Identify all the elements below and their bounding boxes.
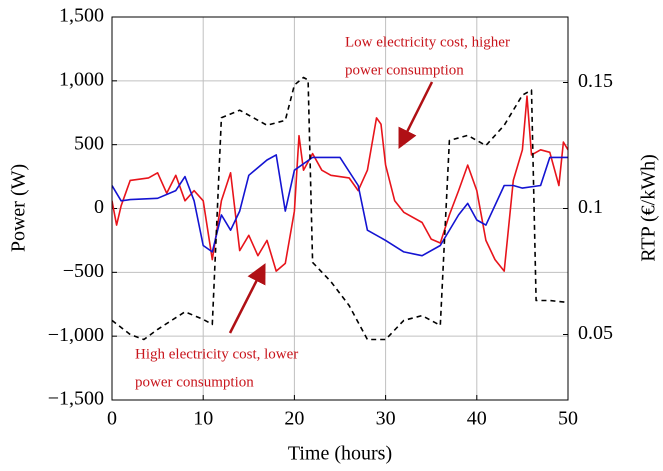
y-tick-label: 500 xyxy=(74,132,104,154)
plot-area xyxy=(112,76,568,341)
annotation-arrow xyxy=(228,263,266,334)
plot-frame xyxy=(111,16,569,401)
annotation-text: power consumption xyxy=(135,374,254,390)
y-tick-label: −1,000 xyxy=(48,324,104,346)
x-tick-label: 30 xyxy=(376,408,396,430)
y-tick-label: 1,500 xyxy=(59,5,104,27)
x-axis-label: Time (hours) xyxy=(288,443,392,465)
x-tick-label: 10 xyxy=(193,408,213,430)
y-tick-label: −500 xyxy=(63,260,104,282)
y2-axis-label: RTP (€/kWh) xyxy=(638,154,660,262)
data-line xyxy=(112,154,568,257)
y-tick-label: 1,000 xyxy=(59,68,104,90)
x-tick-label: 0 xyxy=(107,408,117,430)
annotation-text: High electricity cost, lower xyxy=(135,346,298,362)
y-tick-label: 0 xyxy=(94,196,104,218)
y-axis-label: Power (W) xyxy=(8,164,30,252)
y2-tick-label: 0.1 xyxy=(578,196,603,218)
annotation-text: Low electricity cost, higher xyxy=(345,34,510,50)
y-tick-label: −1,500 xyxy=(48,388,104,410)
y2-tick-label: 0.15 xyxy=(578,70,613,92)
annotation-arrow xyxy=(398,81,434,149)
x-tick-label: 50 xyxy=(558,408,578,430)
x-tick-label: 40 xyxy=(467,408,487,430)
y2-tick-label: 0.05 xyxy=(578,322,613,344)
annotation-text: power consumption xyxy=(345,62,464,78)
x-tick-label: 20 xyxy=(284,408,304,430)
